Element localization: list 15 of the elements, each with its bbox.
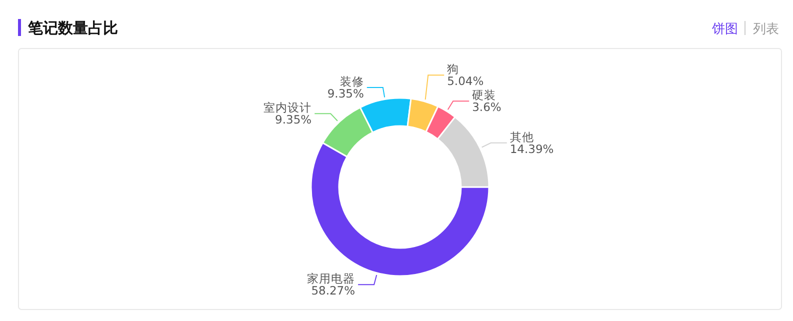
data-label: 14.39% [510,142,554,156]
data-label: 9.35% [327,86,364,100]
slice-label: 家用电器 [307,272,356,286]
data-label: 58.27% [311,284,356,298]
slice-label: 硬装 [472,88,496,102]
slice-label: 狗 [447,62,460,76]
text: 笔记数量占比 [27,19,118,37]
text: 列表 [753,22,779,37]
data-label: 3.6% [472,100,502,114]
data-label: 5.04% [447,74,484,88]
slice-label: 室内设计 [264,100,312,115]
data-label: 9.35% [275,112,312,127]
text: 饼图 [711,22,738,37]
slice-label: 其他 [510,130,534,144]
slice-label: 装修 [340,74,364,88]
